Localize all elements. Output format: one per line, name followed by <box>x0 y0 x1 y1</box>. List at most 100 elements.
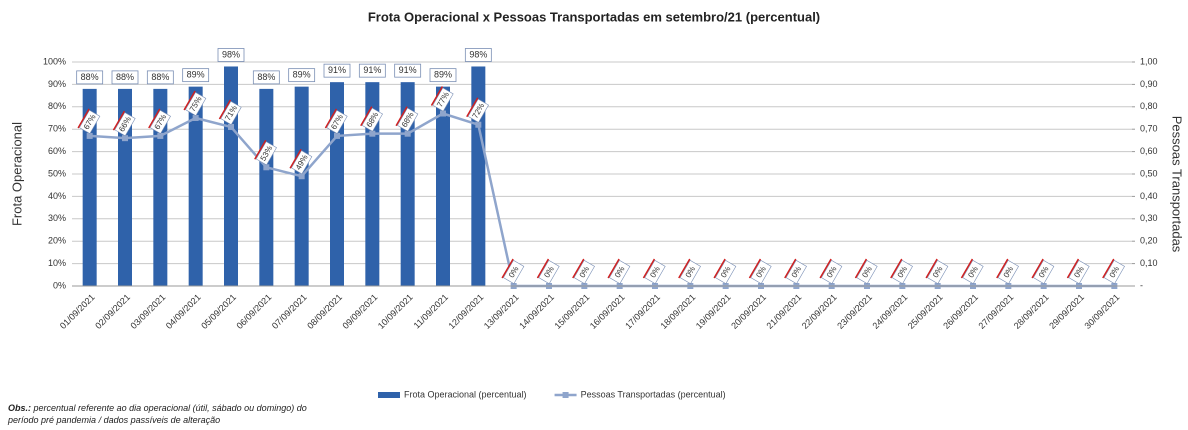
data-label-box <box>429 68 457 83</box>
y-axis-label: Frota Operacional <box>9 122 24 226</box>
data-label-box <box>1033 259 1055 285</box>
bar <box>294 86 309 286</box>
data-label-box <box>149 109 171 134</box>
x-tick-label: 24/09/2021 <box>871 292 910 331</box>
data-label: 88% <box>116 72 134 82</box>
y-tick-label: 80% <box>48 101 66 111</box>
legend-label: Pessoas Transportadas (percentual) <box>581 389 726 399</box>
data-label-box <box>114 112 136 137</box>
data-label-box <box>821 259 843 285</box>
bar <box>471 66 486 286</box>
legend-label: Frota Operacional (percentual) <box>404 389 527 399</box>
label-strike <box>1102 258 1115 279</box>
data-label: 91% <box>363 65 381 75</box>
data-label: 89% <box>293 70 311 80</box>
data-label: 89% <box>187 70 205 80</box>
data-label-group: 0% <box>925 258 949 285</box>
x-tick-label: 06/09/2021 <box>235 292 274 331</box>
label-strike <box>360 106 373 127</box>
data-label-box <box>323 63 351 78</box>
label-strike <box>77 108 90 129</box>
label-strike <box>607 258 620 279</box>
line <box>89 112 1115 288</box>
data-label-group: 0% <box>607 258 631 285</box>
line-marker <box>86 132 93 139</box>
y-tick-label: 70% <box>48 124 66 134</box>
label-strike <box>819 258 832 279</box>
data-label-box <box>394 63 422 78</box>
data-label: 98% <box>469 49 487 59</box>
x-tick-label: 02/09/2021 <box>93 292 132 331</box>
label-strike <box>678 258 691 279</box>
y-tick-label: 40% <box>48 191 66 201</box>
y-tick-label: 30% <box>48 213 66 223</box>
line-marker <box>404 130 411 137</box>
y-tick-label: 10% <box>48 258 66 268</box>
data-label: 89% <box>434 70 452 80</box>
data-label-group: 0% <box>960 258 984 285</box>
x-tick-label: 29/09/2021 <box>1047 292 1086 331</box>
label-strike <box>854 258 868 279</box>
data-label-box <box>182 68 210 83</box>
label-strike <box>1066 258 1080 279</box>
line-marker <box>122 135 128 142</box>
data-label-box <box>252 70 280 85</box>
y-tick-label: 50% <box>48 168 66 178</box>
data-label: 91% <box>328 65 346 75</box>
data-label-group: 68% <box>360 106 383 132</box>
chart-title: Frota Operacional x Pessoas Transportada… <box>368 9 820 24</box>
label-strike <box>466 97 479 118</box>
obs-note: Obs.: percentual referente ao dia operac… <box>8 402 308 426</box>
bar <box>153 88 168 286</box>
data-label-box <box>856 259 878 285</box>
data-label-box <box>715 259 737 285</box>
data-label-group: 67% <box>148 108 171 134</box>
data-label: 88% <box>151 72 169 82</box>
data-label-group: 68% <box>395 106 419 132</box>
label-strike <box>395 106 408 127</box>
x-tick-label: 11/09/2021 <box>412 292 450 330</box>
x-tick-label: 17/09/2021 <box>623 292 662 331</box>
data-label-group: 0% <box>536 258 560 285</box>
data-label-group: 0% <box>996 258 1019 285</box>
x-tick-label: 16/09/2021 <box>588 292 627 331</box>
x-tick-label: 09/09/2021 <box>341 292 380 331</box>
y-tick-label: 100% <box>43 56 66 66</box>
bar <box>330 82 344 286</box>
label-strike <box>430 86 444 106</box>
x-tick-label: 12/09/2021 <box>447 292 486 331</box>
data-label: 88% <box>81 72 99 82</box>
label-strike <box>890 258 903 279</box>
x-tick-label: 18/09/2021 <box>659 292 698 331</box>
label-strike <box>289 148 302 169</box>
data-label: 88% <box>257 72 275 82</box>
x-tick-label: 25/09/2021 <box>906 292 945 331</box>
label-strike <box>748 258 762 279</box>
data-label-box <box>573 259 595 285</box>
data-label-group: 75% <box>183 90 207 117</box>
line-marker <box>192 115 199 121</box>
y2-tick-label: 0,20 <box>1140 236 1158 246</box>
data-label-box <box>464 48 492 62</box>
data-label: 91% <box>399 65 417 75</box>
data-label-group: 0% <box>1031 258 1055 285</box>
x-tick-label: 20/09/2021 <box>729 292 768 331</box>
label-strike <box>642 258 656 279</box>
line-marker <box>298 173 305 180</box>
data-label-box <box>291 150 313 175</box>
data-label-group: 71% <box>218 99 242 126</box>
bar <box>436 86 450 286</box>
data-label-box <box>997 259 1019 285</box>
line-marker <box>228 123 234 130</box>
data-label-box <box>679 259 701 285</box>
y2-tick-label: 1,00 <box>1140 56 1158 66</box>
x-tick-label: 01/09/2021 <box>58 292 97 331</box>
data-label-box <box>185 91 207 117</box>
line-marker <box>475 121 482 128</box>
bar <box>82 88 97 286</box>
data-label-box <box>644 259 666 285</box>
x-tick-label: 28/09/2021 <box>1012 292 1051 331</box>
